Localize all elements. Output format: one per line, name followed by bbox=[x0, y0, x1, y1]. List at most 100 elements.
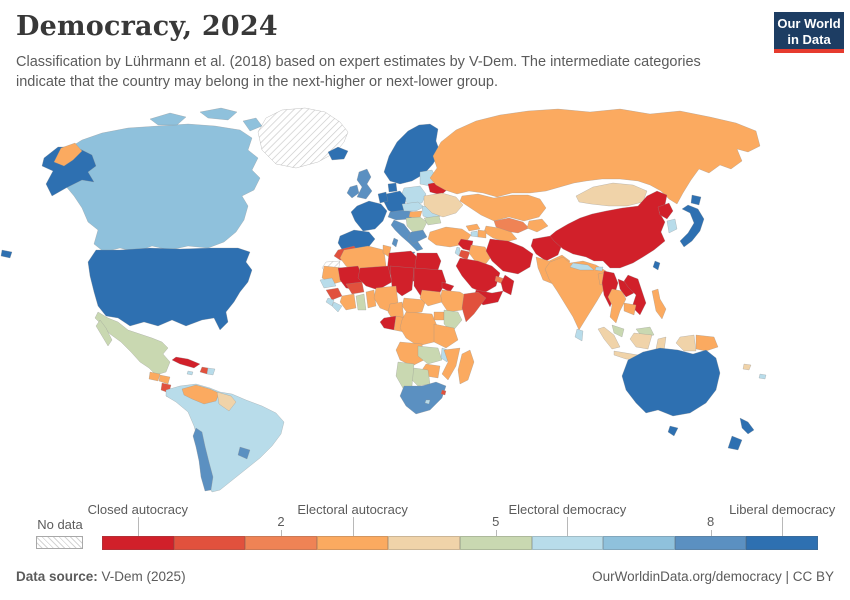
country-guyana-suriname[interactable] bbox=[216, 391, 237, 412]
legend-bin-1[interactable] bbox=[173, 536, 246, 550]
country-kyrgyzstan-tajikistan[interactable] bbox=[526, 218, 549, 233]
legend-bin-7[interactable] bbox=[603, 536, 675, 550]
country-india[interactable] bbox=[544, 256, 612, 331]
country-gabon[interactable] bbox=[379, 315, 397, 331]
country-indonesia-borneo[interactable] bbox=[629, 332, 653, 350]
footer-link[interactable]: OurWorldinData.org/democracy | CC BY bbox=[592, 569, 834, 584]
country-canada[interactable] bbox=[55, 123, 261, 253]
country-liberia[interactable] bbox=[331, 301, 343, 313]
country-zambia[interactable] bbox=[417, 345, 443, 365]
country-madagascar[interactable] bbox=[457, 349, 475, 385]
country-indonesia-sumatra[interactable] bbox=[597, 326, 621, 350]
country-new-zealand-north[interactable] bbox=[739, 417, 755, 435]
country-haiti[interactable] bbox=[199, 366, 209, 375]
country-usa[interactable] bbox=[87, 247, 253, 331]
country-thailand[interactable] bbox=[607, 288, 627, 324]
country-nepal[interactable] bbox=[569, 262, 595, 271]
country-bulgaria[interactable] bbox=[423, 215, 442, 226]
legend-bin-9[interactable] bbox=[746, 536, 818, 550]
country-sri-lanka[interactable] bbox=[574, 328, 584, 342]
country-cuba[interactable] bbox=[171, 356, 201, 369]
country-dominican-republic[interactable] bbox=[206, 367, 216, 376]
country-georgia[interactable] bbox=[465, 223, 481, 232]
country-italy-sardinia[interactable] bbox=[391, 237, 399, 248]
country-canada-island-1[interactable] bbox=[149, 112, 187, 126]
country-united-kingdom[interactable] bbox=[356, 168, 373, 200]
country-honduras[interactable] bbox=[158, 374, 171, 385]
country-ireland[interactable] bbox=[346, 184, 360, 199]
country-canada-island-3[interactable] bbox=[242, 117, 263, 132]
no-data-swatch[interactable] bbox=[36, 536, 83, 549]
country-vanuatu[interactable] bbox=[758, 373, 767, 380]
country-uganda[interactable] bbox=[433, 311, 445, 321]
country-saudi-arabia[interactable] bbox=[455, 257, 501, 294]
country-kazakhstan[interactable] bbox=[459, 193, 547, 222]
country-papua-new-guinea[interactable] bbox=[695, 334, 719, 352]
country-usa-hawaii[interactable] bbox=[0, 249, 13, 259]
country-baltic-states[interactable] bbox=[419, 169, 437, 187]
country-scandinavia[interactable] bbox=[383, 123, 441, 185]
country-canada-island-2[interactable] bbox=[199, 107, 238, 121]
country-ukraine[interactable] bbox=[423, 192, 464, 218]
country-japan-hokkaido[interactable] bbox=[690, 194, 702, 206]
country-tanzania[interactable] bbox=[433, 323, 459, 349]
country-mexico[interactable] bbox=[94, 311, 171, 376]
country-vietnam[interactable] bbox=[623, 274, 647, 316]
country-czechia-slovakia[interactable] bbox=[401, 201, 425, 212]
country-greenland[interactable] bbox=[257, 107, 349, 169]
country-benelux[interactable] bbox=[377, 191, 389, 204]
country-mexico-baja[interactable] bbox=[95, 319, 113, 347]
country-venezuela[interactable] bbox=[181, 384, 220, 405]
country-denmark[interactable] bbox=[387, 182, 398, 193]
country-indonesia-papua[interactable] bbox=[675, 334, 697, 352]
country-china[interactable] bbox=[549, 190, 668, 269]
country-dr-congo[interactable] bbox=[399, 311, 439, 347]
owid-logo[interactable]: Our World in Data bbox=[774, 12, 844, 53]
country-australia[interactable] bbox=[621, 347, 721, 417]
country-australia-tasmania[interactable] bbox=[667, 425, 679, 437]
country-taiwan[interactable] bbox=[652, 260, 661, 271]
legend-bin-3[interactable] bbox=[316, 536, 389, 550]
country-guatemala[interactable] bbox=[148, 371, 161, 382]
country-malaysia[interactable] bbox=[611, 324, 625, 338]
country-togo-benin[interactable] bbox=[365, 289, 377, 309]
country-ghana[interactable] bbox=[355, 293, 367, 311]
country-mongolia[interactable] bbox=[575, 182, 648, 207]
country-bhutan[interactable] bbox=[594, 266, 604, 272]
country-cote-divoire[interactable] bbox=[339, 293, 357, 311]
country-north-korea[interactable] bbox=[657, 202, 674, 220]
country-iran[interactable] bbox=[485, 238, 534, 275]
legend-bin-8[interactable] bbox=[674, 536, 747, 550]
country-philippines[interactable] bbox=[651, 288, 667, 320]
legend-bin-4[interactable] bbox=[388, 536, 460, 550]
legend-bin-0[interactable] bbox=[102, 536, 174, 550]
country-iceland[interactable] bbox=[327, 146, 349, 161]
country-armenia[interactable] bbox=[470, 230, 479, 238]
legend-bin-5[interactable] bbox=[459, 536, 532, 550]
legend-bin-2[interactable] bbox=[245, 536, 317, 550]
country-azerbaijan[interactable] bbox=[477, 229, 487, 239]
country-chile[interactable] bbox=[192, 427, 214, 492]
country-cambodia[interactable] bbox=[623, 302, 637, 316]
country-fiji[interactable] bbox=[742, 363, 752, 371]
country-south-africa[interactable] bbox=[399, 381, 447, 415]
country-south-sudan[interactable] bbox=[419, 289, 443, 307]
country-lesotho[interactable] bbox=[424, 399, 431, 405]
country-uruguay[interactable] bbox=[237, 446, 251, 460]
country-eswatini[interactable] bbox=[440, 389, 447, 396]
country-new-zealand-south[interactable] bbox=[727, 435, 743, 451]
country-jamaica[interactable] bbox=[186, 370, 194, 376]
country-syria[interactable] bbox=[457, 238, 474, 252]
country-russia[interactable] bbox=[429, 108, 761, 205]
country-burkina-faso[interactable] bbox=[345, 281, 365, 295]
country-russia-chukotka-wrap[interactable] bbox=[53, 142, 83, 167]
legend-bin-6[interactable] bbox=[531, 536, 604, 550]
country-mozambique[interactable] bbox=[441, 347, 461, 381]
country-south-korea[interactable] bbox=[666, 218, 678, 234]
country-france[interactable] bbox=[350, 200, 388, 232]
country-senegal[interactable] bbox=[319, 277, 337, 289]
country-oman[interactable] bbox=[500, 274, 515, 296]
country-kenya[interactable] bbox=[443, 309, 463, 333]
country-greece[interactable] bbox=[407, 229, 428, 245]
country-somalia[interactable] bbox=[461, 291, 487, 323]
